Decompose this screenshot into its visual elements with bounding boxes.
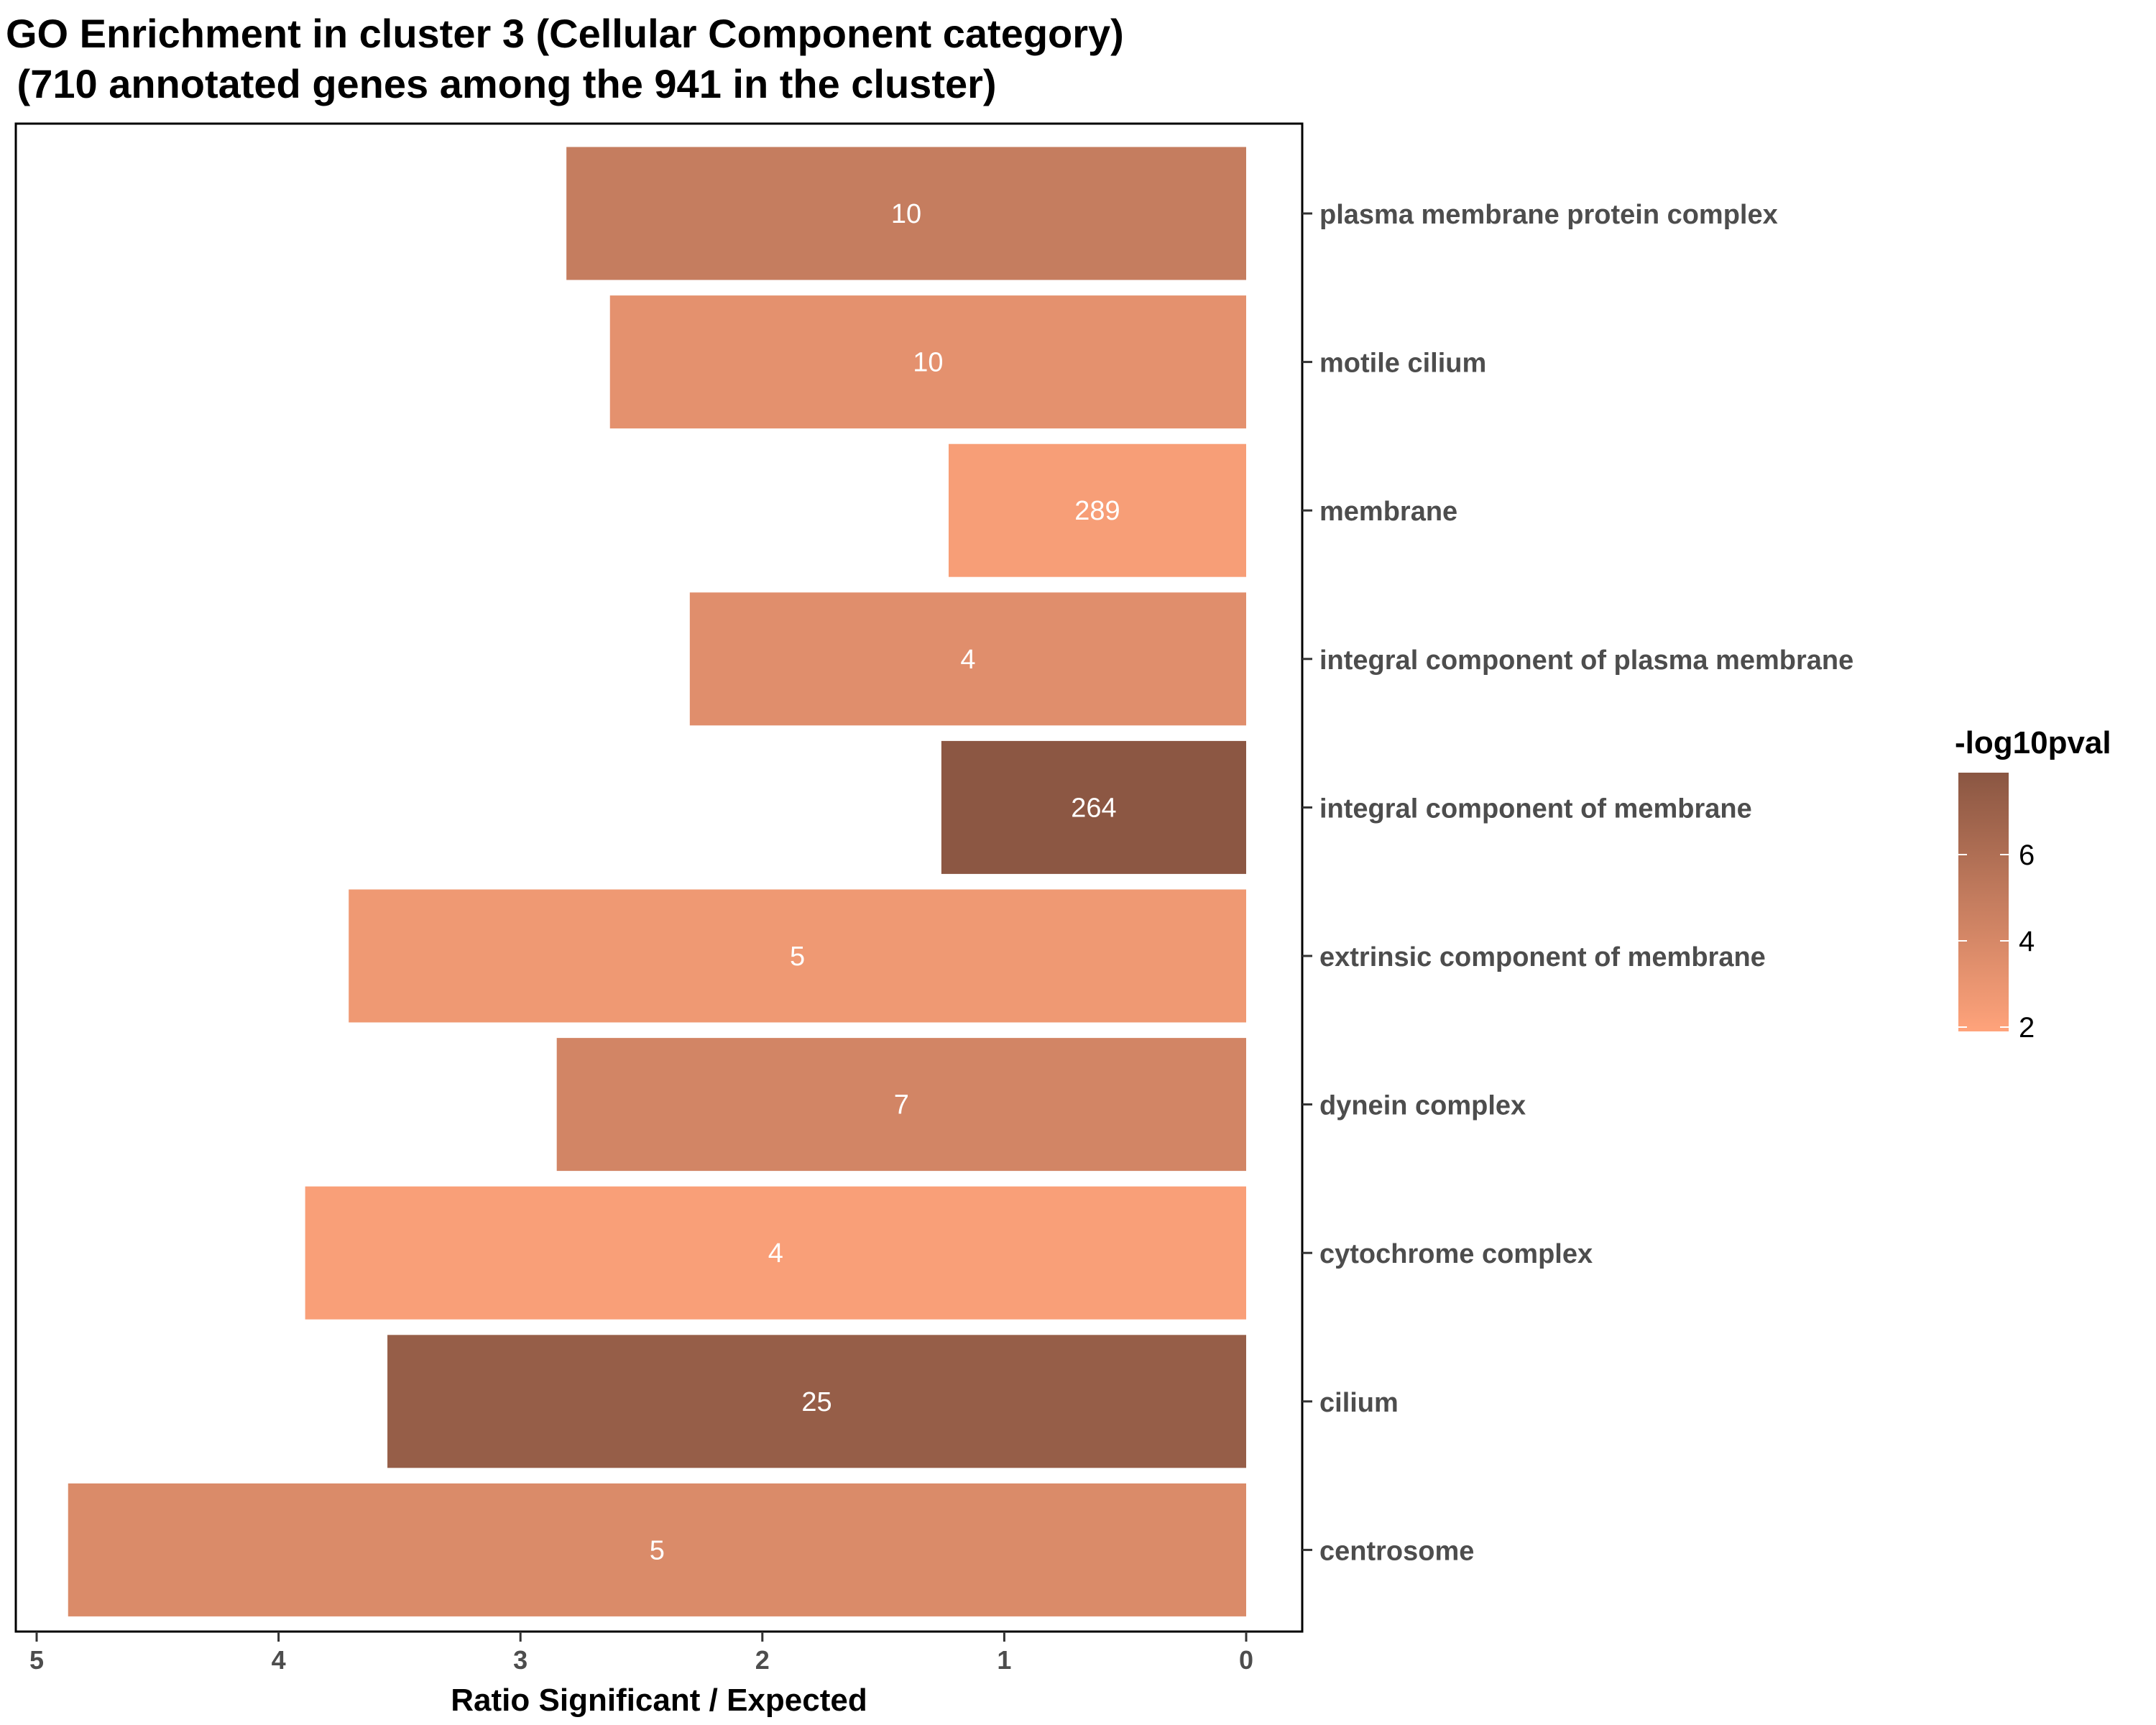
category-label: plasma membrane protein complex xyxy=(1319,200,1778,230)
bar-count-label: 289 xyxy=(1074,496,1120,526)
category-label: centrosome xyxy=(1319,1536,1474,1566)
bar-count-label: 10 xyxy=(913,348,943,378)
bar-2 xyxy=(948,443,1246,577)
bar-count-label: 5 xyxy=(650,1535,665,1565)
category-label: dynein complex xyxy=(1319,1091,1526,1121)
x-tick-label: 0 xyxy=(1239,1645,1253,1675)
category-label: cytochrome complex xyxy=(1319,1239,1593,1269)
category-label: motile cilium xyxy=(1319,349,1486,379)
bar-count-label: 5 xyxy=(790,942,805,972)
category-label: cilium xyxy=(1319,1388,1399,1418)
bar-1 xyxy=(609,295,1246,429)
bar-count-label: 10 xyxy=(891,199,921,229)
bar-6 xyxy=(556,1038,1246,1172)
legend-tick-label: 4 xyxy=(2019,926,2035,957)
legend-tick-label: 6 xyxy=(2019,840,2035,871)
bar-count-label: 7 xyxy=(894,1090,909,1121)
chart-subtitle: (710 annotated genes among the 941 in th… xyxy=(6,61,997,106)
legend-colorbar xyxy=(1958,773,2009,1031)
bar-count-label: 264 xyxy=(1071,793,1116,823)
x-tick-label: 2 xyxy=(755,1645,770,1675)
bar-9 xyxy=(68,1483,1246,1616)
bar-5 xyxy=(349,889,1246,1023)
legend-ticks: 2 4 6 xyxy=(1958,840,2035,1044)
category-label: extrinsic component of membrane xyxy=(1319,942,1766,972)
x-axis: 5 4 3 2 1 0 xyxy=(29,1632,1253,1675)
bar-labels-group: 10 10 289 4 264 5 7 4 25 5 xyxy=(650,199,1120,1565)
x-axis-title: Ratio Significant / Expected xyxy=(451,1683,867,1718)
bar-count-label: 4 xyxy=(960,645,975,675)
category-label: membrane xyxy=(1319,497,1457,527)
bar-count-label: 25 xyxy=(801,1387,831,1417)
legend-title: -log10pval xyxy=(1955,725,2111,760)
x-tick-label: 5 xyxy=(29,1645,44,1675)
legend-tick-label: 2 xyxy=(2019,1012,2035,1044)
bars-group xyxy=(68,147,1247,1616)
color-legend: -log10pval 2 4 6 xyxy=(1955,725,2111,1044)
bar-7 xyxy=(305,1186,1247,1320)
x-tick-label: 1 xyxy=(997,1645,1011,1675)
y-axis: plasma membrane protein complex motile ci… xyxy=(1302,200,1853,1566)
category-label: integral component of plasma membrane xyxy=(1319,645,1853,676)
category-label: integral component of membrane xyxy=(1319,794,1752,824)
x-tick-label: 3 xyxy=(513,1645,528,1675)
x-tick-label: 4 xyxy=(272,1645,286,1675)
bar-4 xyxy=(941,740,1246,874)
bar-3 xyxy=(689,592,1246,726)
bar-8 xyxy=(387,1335,1246,1468)
bar-count-label: 4 xyxy=(768,1238,783,1269)
chart-title: GO Enrichment in cluster 3 (Cellular Com… xyxy=(6,11,1124,56)
bar-0 xyxy=(566,147,1246,280)
